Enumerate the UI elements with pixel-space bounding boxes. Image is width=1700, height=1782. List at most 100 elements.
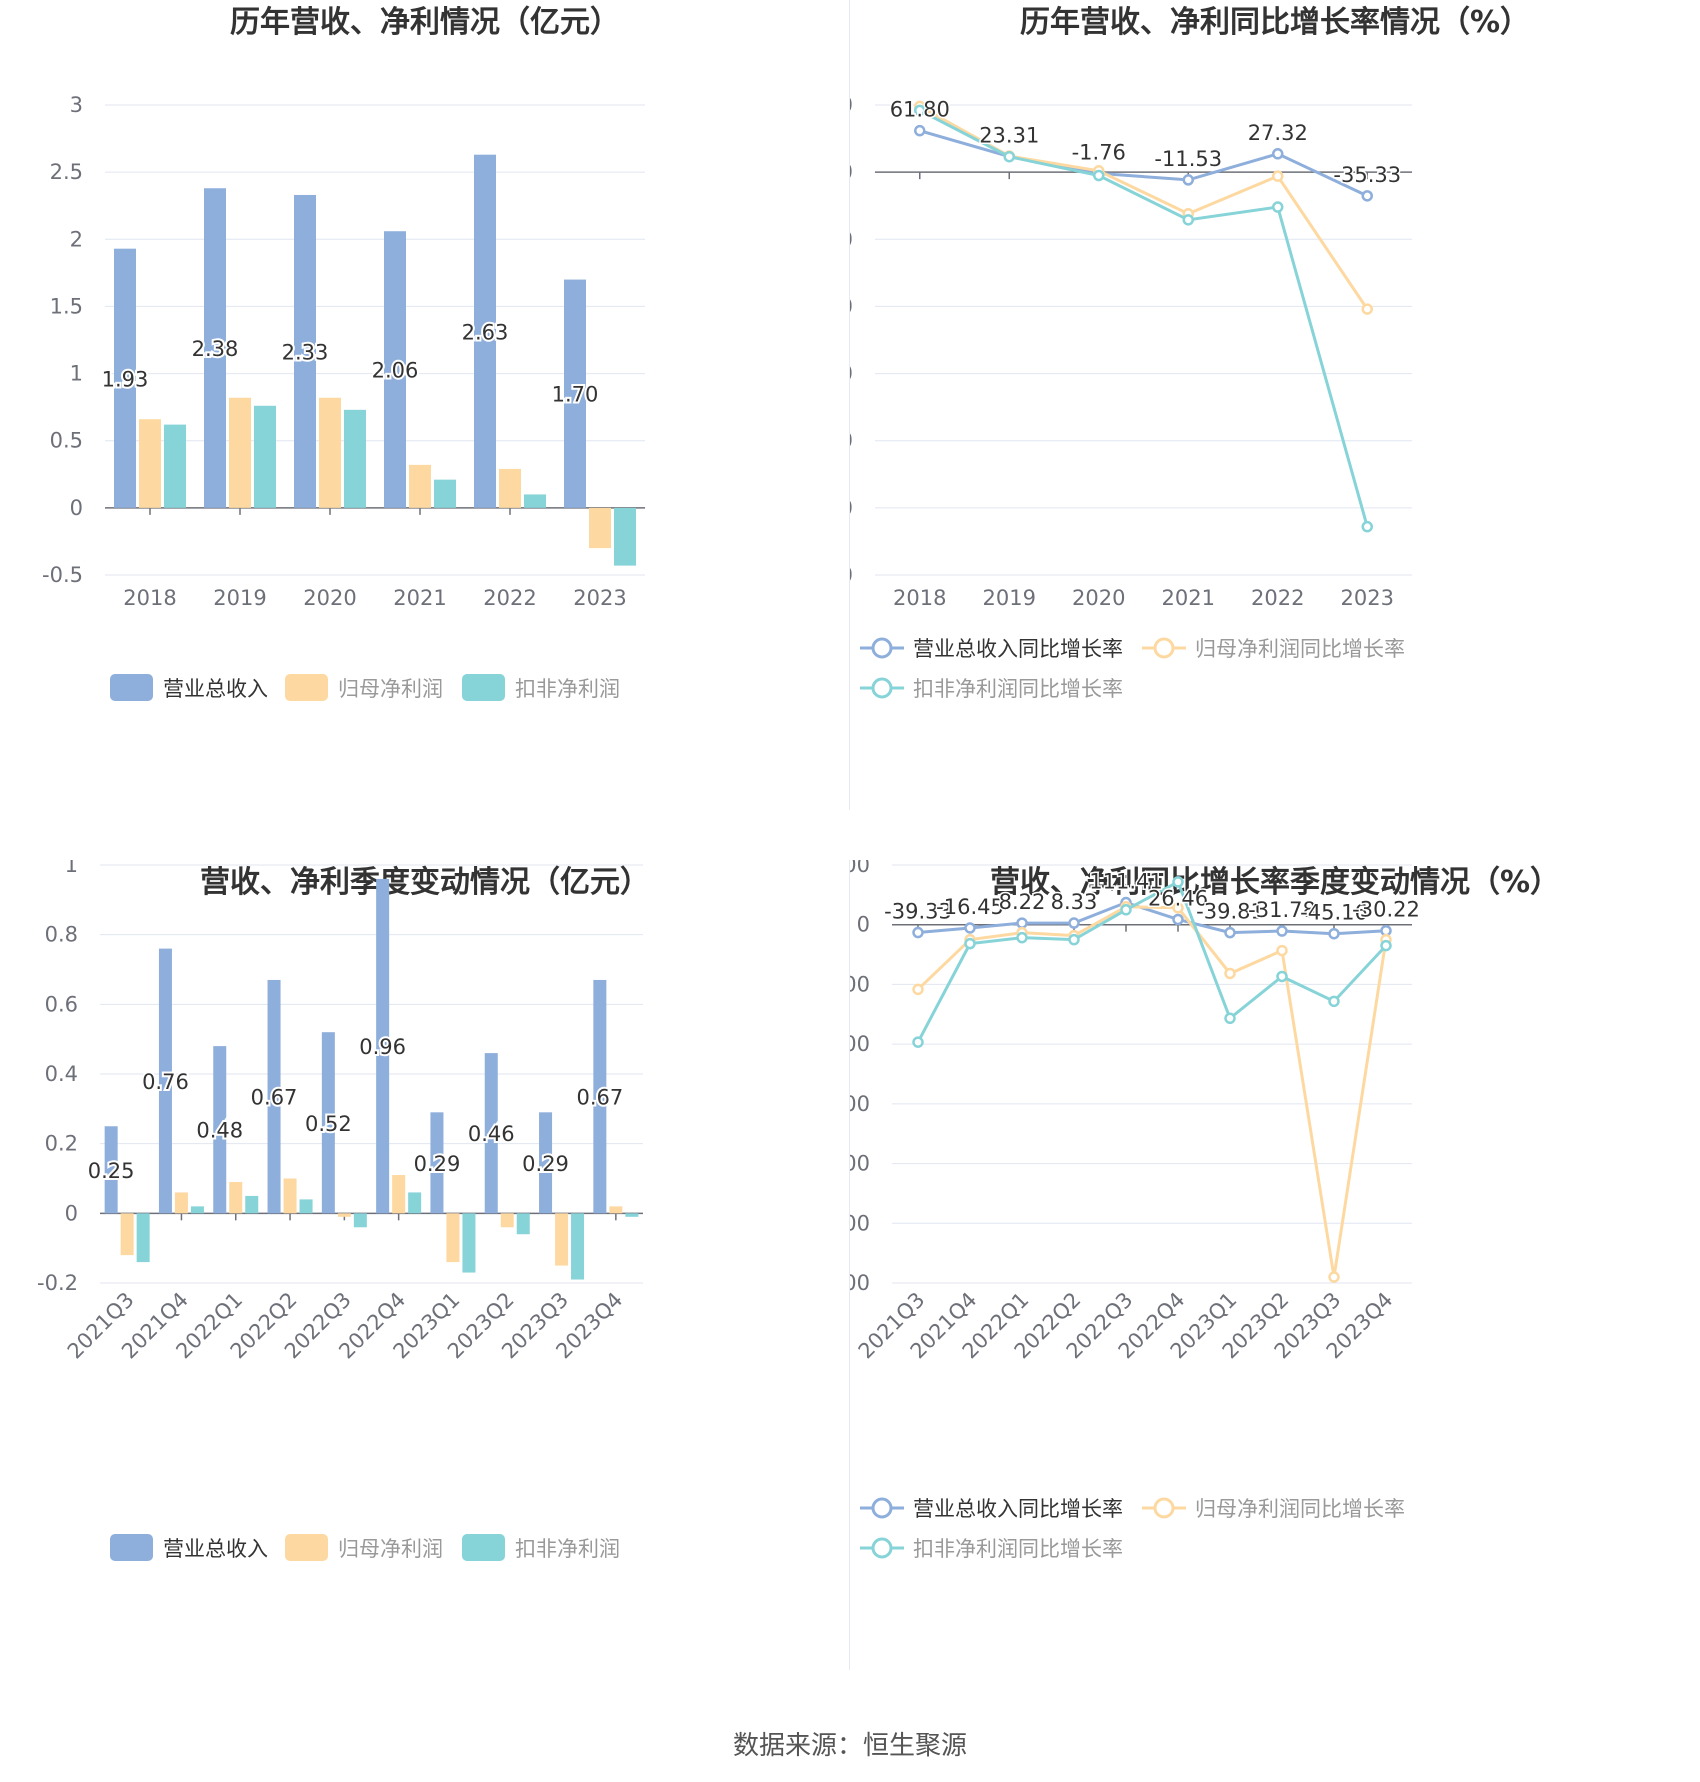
revenue-growth-data-label: -35.33 — [1333, 163, 1401, 187]
y-tick-label: 3 — [70, 93, 83, 117]
y-tick-label: 2 — [70, 227, 83, 251]
revenue-growth-data-label: -45.16 — [1300, 901, 1368, 925]
revenue-data-label: 0.46 — [468, 1122, 515, 1146]
revenue-growth-data-label: -11.53 — [1154, 147, 1222, 171]
legend-label: 归母净利润同比增长率 — [1195, 1497, 1405, 1521]
bar-net-profit — [446, 1213, 460, 1263]
bar-revenue — [593, 979, 607, 1214]
data-point — [1224, 967, 1236, 980]
data-point — [1276, 944, 1288, 957]
data-point — [1172, 876, 1184, 888]
legend-marker — [871, 637, 893, 659]
bar-revenue — [104, 1126, 118, 1214]
y-tick-label: 1 — [70, 362, 83, 386]
vertical-divider-bottom — [849, 860, 850, 1670]
legend-label: 归母净利润同比增长率 — [1195, 637, 1405, 661]
data-point — [1361, 520, 1373, 533]
bar-net-profit — [392, 1175, 406, 1214]
revenue-growth-data-label: -39.81 — [1196, 900, 1264, 924]
bar-revenue — [267, 979, 281, 1214]
series-line-revenue-growth — [917, 900, 1387, 936]
series-line-deducted-growth — [919, 109, 1369, 528]
revenue-growth-data-label: -31.78 — [1248, 898, 1316, 922]
bar-net-profit — [409, 464, 431, 508]
bar-deducted-profit — [344, 409, 366, 508]
y-tick-label: -0.5 — [42, 563, 83, 587]
data-point — [912, 983, 924, 996]
data-point — [1328, 1271, 1340, 1283]
legend-marker — [1153, 637, 1175, 659]
bar-revenue — [484, 1053, 498, 1214]
data-point — [1328, 995, 1340, 1008]
revenue-growth-data-label: -1.76 — [1072, 140, 1126, 164]
y-tick-label: -300 — [850, 972, 870, 996]
revenue-data-label: 2.33 — [282, 340, 329, 364]
bar-deducted-profit — [516, 1213, 530, 1235]
bar-net-profit — [229, 397, 251, 508]
x-tick-label: 2023 — [1341, 586, 1394, 610]
revenue-growth-data-label: -30.22 — [1352, 898, 1420, 922]
x-tick-label: 2020 — [303, 586, 356, 610]
data-point — [1272, 170, 1284, 182]
revenue-data-label: 1.70 — [552, 383, 599, 407]
bar-deducted-profit — [625, 1213, 639, 1217]
legend-label: 归母净利润 — [338, 677, 443, 701]
bar-deducted-profit — [434, 479, 456, 508]
y-tick-label: -1,500 — [850, 1211, 870, 1235]
bar-revenue — [321, 1032, 335, 1214]
annual-growth-line-chart: 历年营收、净利同比增长率情况（%） 100 0 -100 -200 -300 -400 -50… — [805, 5, 1530, 701]
bar-revenue — [294, 194, 316, 508]
revenue-growth-data-label: -39.33 — [884, 900, 952, 924]
y-tick-label: 0 — [70, 496, 83, 520]
data-point — [964, 937, 976, 950]
bar-net-profit — [555, 1213, 569, 1266]
bar-revenue — [213, 1046, 227, 1214]
y-tick-label: -400 — [850, 429, 853, 453]
legend-label: 扣非净利润 — [515, 677, 620, 701]
y-tick-label: -600 — [850, 1032, 870, 1056]
data-point — [1172, 913, 1184, 926]
y-tick-label: 0.6 — [45, 992, 78, 1016]
revenue-data-label: 0.48 — [196, 1119, 243, 1143]
x-tick-label: 2018 — [123, 586, 176, 610]
legend-label: 扣非净利润 — [515, 1537, 620, 1561]
data-point — [1172, 902, 1184, 914]
y-tick-label: 0.5 — [50, 429, 83, 453]
x-tick-label: 2020 — [1072, 586, 1125, 610]
data-point — [1068, 917, 1080, 929]
data-point — [1182, 214, 1194, 226]
y-tick-label: -900 — [850, 1092, 870, 1116]
data-point — [1016, 931, 1028, 944]
y-tick-label: 0 — [857, 913, 870, 937]
legend-label: 扣非净利润同比增长率 — [913, 677, 1123, 701]
bar-net-profit — [283, 1178, 297, 1214]
y-tick-label: 0 — [65, 1201, 78, 1225]
series-line-deducted-growth — [916, 879, 1388, 1043]
legend-label: 营业总收入同比增长率 — [913, 637, 1123, 661]
data-point — [1380, 924, 1392, 937]
data-point — [912, 926, 924, 939]
y-tick-label: 2.5 — [50, 160, 83, 184]
y-tick-label: -300 — [850, 362, 853, 386]
bar-revenue — [474, 154, 496, 508]
chart-title: 历年营收、净利同比增长率情况（%） — [1020, 5, 1530, 40]
legend-label: 营业总收入 — [163, 1537, 268, 1561]
bar-revenue — [564, 279, 586, 508]
chart-title: 营收、净利季度变动情况（亿元） — [200, 865, 650, 900]
data-point — [1093, 169, 1105, 182]
series-line-revenue-growth — [919, 129, 1368, 198]
x-tick-label: 2022 — [483, 586, 536, 610]
data-point — [1380, 939, 1392, 952]
data-point — [1276, 925, 1288, 937]
bar-net-profit — [499, 468, 521, 508]
data-point — [1068, 933, 1080, 946]
data-point — [1120, 904, 1132, 916]
bar-deducted-profit — [190, 1206, 204, 1214]
legend-swatch — [285, 1534, 328, 1561]
bar-deducted-profit — [408, 1192, 422, 1214]
bar-revenue — [204, 188, 226, 508]
bar-revenue — [158, 948, 172, 1214]
x-tick-label: 2022 — [1251, 586, 1304, 610]
bar-deducted-profit — [353, 1213, 367, 1228]
revenue-data-label: 2.06 — [372, 359, 419, 383]
